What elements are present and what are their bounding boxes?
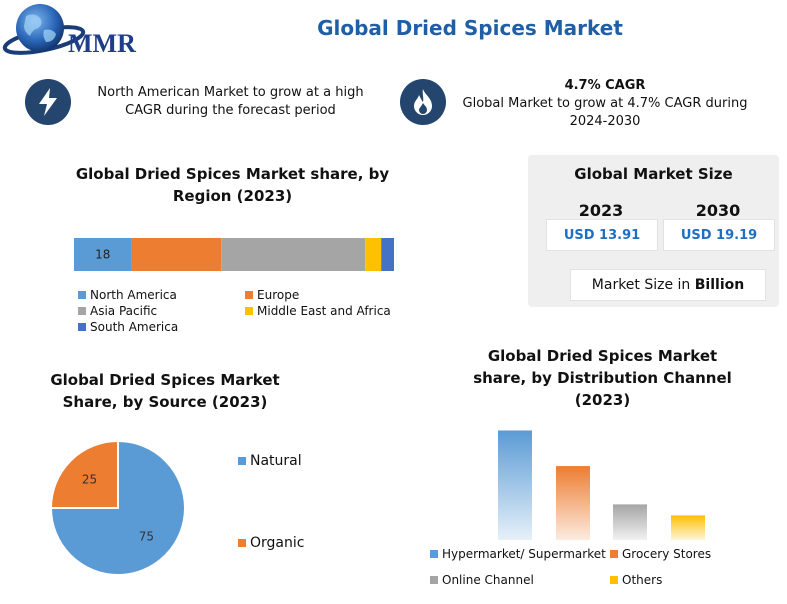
value-2030: USD 19.19 [663,219,775,251]
channel-bar-hypermarket-supermarket [498,430,532,540]
channel-chart-title: Global Dried Spices Market share, by Dis… [473,347,732,409]
logo-text: MMR [68,29,136,58]
legend-item-natural: Natural [238,453,302,469]
market-size-panel: Global Market Size 2023 2030 USD 13.91 U… [528,155,779,307]
legend-item-north-america: North America [78,288,177,302]
legend-item-south-america: South America [78,320,178,334]
region-legend: North America Europe Asia Pacific Middle Ea… [0,286,420,338]
legend-swatch [610,576,618,584]
legend-label: Europe [257,288,300,302]
legend-swatch [245,307,253,315]
region-bar-middle-east-and-africa [365,238,382,271]
channel-bar-chart [498,430,705,540]
legend-label: Hypermarket/ Supermarket [442,547,606,561]
market-size-title: Global Market Size [574,165,733,183]
legend-swatch [430,550,438,558]
cagr-heading: 4.7% CAGR [564,78,646,93]
legend-label: Middle East and Africa [257,304,391,318]
flame-icon [400,79,446,125]
legend-item-grocery-stores: Grocery Stores [610,547,711,561]
year-2030-label: 2030 [695,201,741,220]
legend-swatch [78,323,86,331]
pie-data-label: 75 [139,529,154,543]
value-2023: USD 13.91 [546,219,658,251]
legend-item-others: Others [610,573,662,587]
legend-swatch [238,457,246,465]
channel-legend: Hypermarket/ Supermarket Grocery Stores On… [420,545,760,595]
highlight-north-america-text: North American Market to grow at a high … [97,85,364,118]
legend-label: South America [90,320,179,334]
legend-label: Natural [250,453,302,469]
source-chart-title: Global Dried Spices Market Share, by Sou… [50,371,280,411]
region-bar-asia-pacific [221,238,366,271]
market-size-unit: Market Size in Billion [570,269,766,301]
highlight-cagr: 4.7% CAGR Global Market to grow at 4.7% … [460,77,750,131]
channel-bar-others [671,515,705,540]
legend-item-organic: Organic [238,535,304,551]
legend-label: Grocery Stores [622,547,712,561]
legend-item-hypermarket-supermarket: Hypermarket/ Supermarket [430,547,606,561]
region-stacked-bar-chart: 18 [74,238,394,271]
pie-data-label: 25 [82,473,97,487]
source-pie-chart: 75 25 [49,439,186,576]
legend-label: Online Channel [442,573,534,587]
legend-label: Others [622,573,663,587]
legend-swatch [245,291,253,299]
page-title: Global Dried Spices Market [317,16,623,40]
channel-bar-online-channel [613,504,647,540]
region-data-label: 18 [95,248,110,262]
legend-item-europe: Europe [245,288,299,302]
legend-label: Asia Pacific [90,304,158,318]
legend-item-middle-east-and-africa: Middle East and Africa [245,304,391,318]
legend-swatch [238,539,246,547]
unit-bold: Billion [694,277,745,293]
legend-label: North America [90,288,177,302]
lightning-bolt-icon [25,79,71,125]
region-bar-south-america [381,238,394,271]
legend-item-asia-pacific: Asia Pacific [78,304,157,318]
pie-slice-natural [49,439,186,576]
unit-prefix: Market Size in [591,277,695,293]
source-legend: Natural Organic [230,440,380,570]
mmr-logo: MMR [2,4,136,58]
region-chart-title: Global Dried Spices Market share, by Reg… [75,165,390,205]
legend-swatch [430,576,438,584]
region-bar-north-america [74,238,132,271]
legend-swatch [78,307,86,315]
year-2023-label: 2023 [578,201,624,220]
legend-swatch [78,291,86,299]
channel-bar-grocery-stores [556,466,590,540]
legend-swatch [610,550,618,558]
legend-item-online-channel: Online Channel [430,573,534,587]
cagr-text: Global Market to grow at 4.7% CAGR durin… [462,96,748,129]
pie-slice-organic [49,439,119,509]
region-bar-europe [131,238,222,271]
legend-label: Organic [250,535,305,551]
